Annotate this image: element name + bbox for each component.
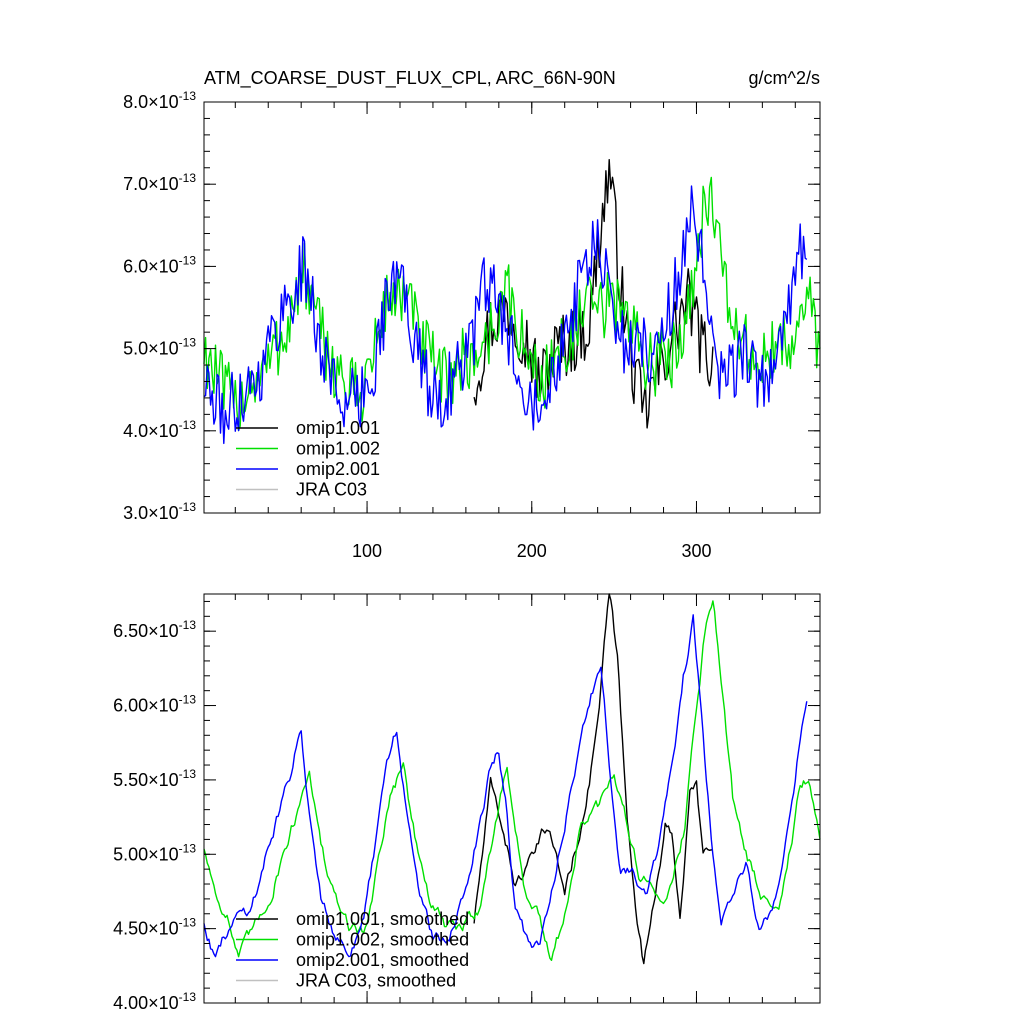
- y-tick-label: 4.00×10-13: [113, 990, 196, 1013]
- y-tick-label: 3.0×10-13: [123, 500, 196, 523]
- plot-frame: [203, 593, 821, 1004]
- chart-units: g/cm^2/s: [749, 68, 820, 88]
- legend-label: omip2.001, smoothed: [296, 950, 469, 970]
- series-omip1-002: [203, 176, 821, 432]
- chart-title: ATM_COARSE_DUST_FLUX_CPL, ARC_66N-90N: [204, 68, 616, 89]
- y-tick-label: 8.0×10-13: [123, 89, 196, 112]
- y-tick-label: 7.0×10-13: [123, 171, 196, 194]
- top-panel: 3.0×10-13 4.0×10-13 5.0×10-13 6.0×10-13 7.0×…: [123, 68, 821, 561]
- y-tick-label: 6.0×10-13: [123, 253, 196, 276]
- y-tick-label: 4.50×10-13: [113, 916, 196, 939]
- series-omip2-001: [203, 185, 808, 445]
- series-omip1-002-smoothed: [203, 600, 821, 961]
- bottom-panel: 4.00×10-13 4.50×10-13 5.00×10-13 5.50×10-13…: [113, 593, 821, 1013]
- series-omip1-001-smoothed: [473, 593, 714, 965]
- y-tick-label: 6.50×10-13: [113, 618, 196, 641]
- legend-label: omip2.001: [296, 459, 380, 479]
- legend-label: omip1.002, smoothed: [296, 930, 469, 950]
- legend-label: omip1.001: [296, 418, 380, 438]
- y-tick-label: 5.50×10-13: [113, 767, 196, 790]
- y-tick-label: 4.0×10-13: [123, 418, 196, 441]
- legend-label: JRA C03: [296, 480, 367, 500]
- legend-label: omip1.002: [296, 439, 380, 459]
- legend-label: omip1.001, smoothed: [296, 909, 469, 929]
- x-tick-label: 300: [681, 541, 711, 561]
- x-tick-label: 100: [352, 541, 382, 561]
- y-tick-label: 5.0×10-13: [123, 336, 196, 359]
- series-omip2-001-smoothed: [203, 614, 808, 958]
- legend-label: JRA C03, smoothed: [296, 971, 456, 991]
- y-tick-label: 5.00×10-13: [113, 841, 196, 864]
- y-tick-label: 6.00×10-13: [113, 693, 196, 716]
- x-tick-label: 200: [517, 541, 547, 561]
- plot-frame: [203, 101, 821, 514]
